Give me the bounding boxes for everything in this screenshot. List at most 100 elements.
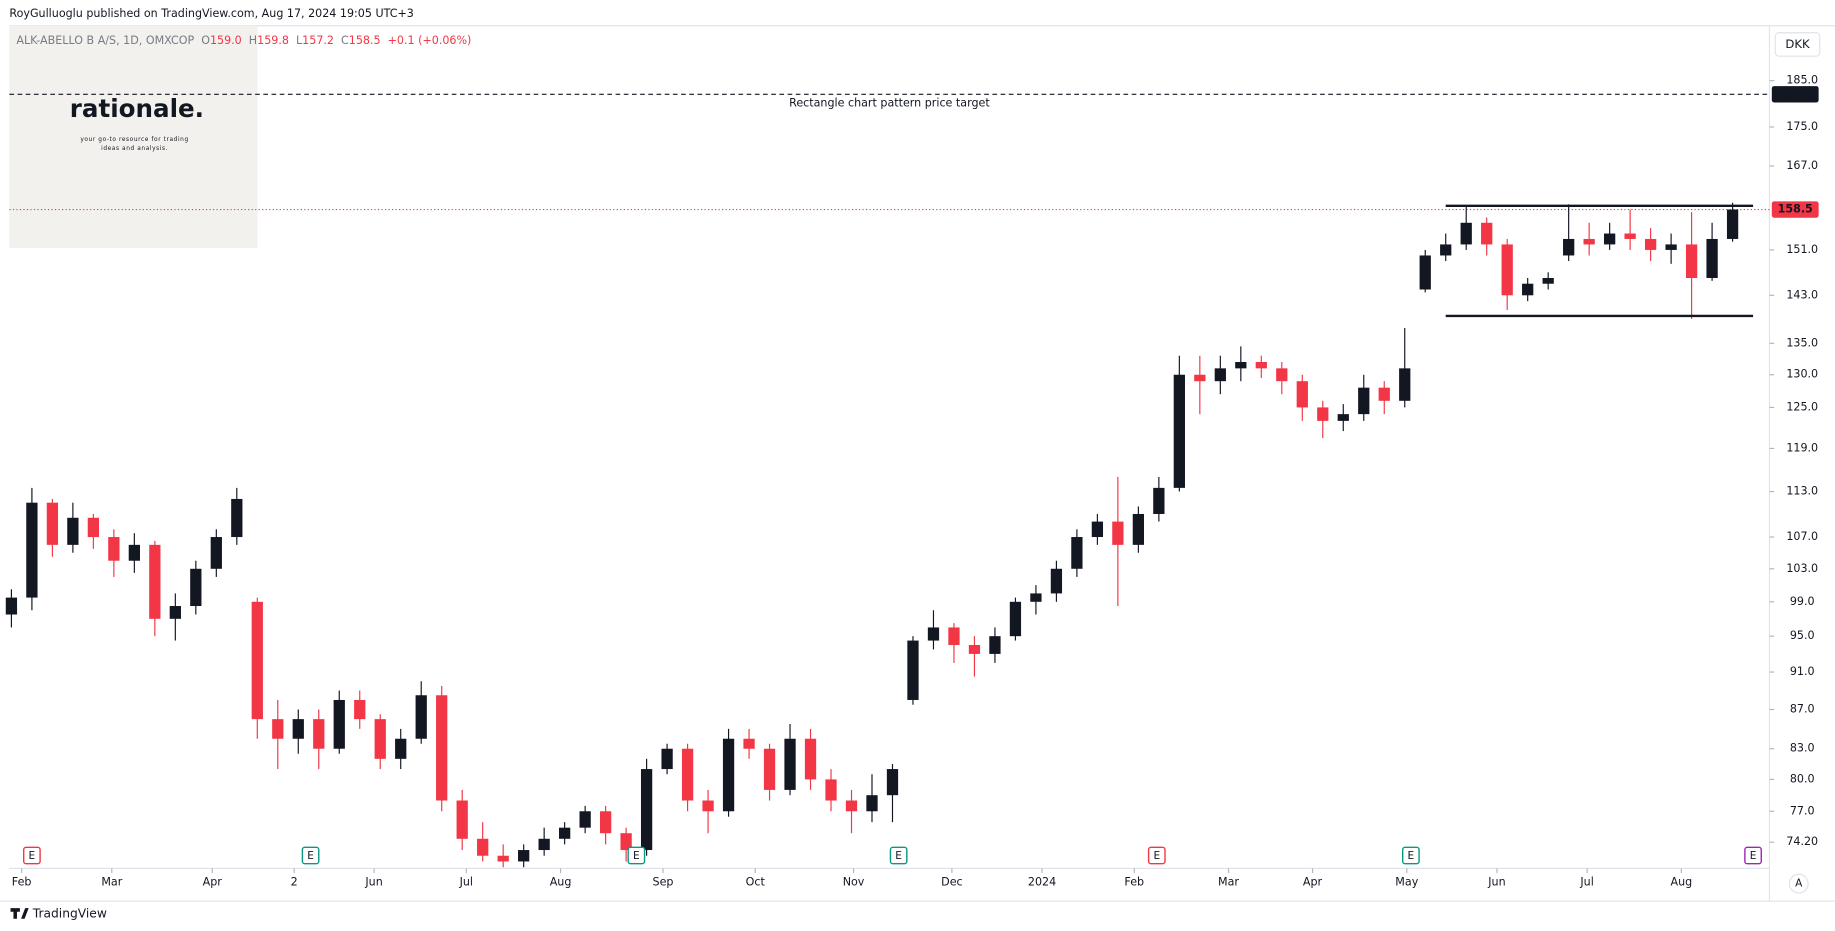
y-tick-label: 185.0 — [1786, 74, 1818, 87]
x-tick-label: Jun — [364, 875, 382, 888]
candle-body — [661, 748, 673, 770]
candle-body — [825, 779, 837, 801]
x-tick-label: Oct — [746, 875, 766, 888]
legend-value: 158.5 — [349, 34, 381, 47]
logo-tagline: ideas and analysis. — [101, 146, 168, 152]
candle-body — [1563, 238, 1575, 256]
last-price-label: 158.5 — [1778, 203, 1813, 216]
event-label: E — [307, 850, 314, 862]
candle-body — [1050, 568, 1063, 594]
x-tick-label: Apr — [203, 875, 223, 888]
candle-body — [1153, 487, 1165, 514]
footer-text: TradingView — [32, 907, 107, 921]
symbol: ALK-ABELLO B A/S, 1D, OMXCOP — [16, 34, 194, 47]
candle-body — [640, 769, 653, 851]
y-tick-label: 103.0 — [1786, 562, 1818, 575]
y-tick-label: 74.20 — [1786, 835, 1818, 848]
candle-body — [559, 827, 571, 839]
candle-body — [1132, 513, 1145, 545]
y-tick-label: 113.0 — [1786, 485, 1818, 498]
candle-body — [1542, 277, 1554, 284]
y-tick-label: 95.0 — [1790, 629, 1815, 642]
candle-body — [1091, 521, 1104, 538]
x-tick-label: 2 — [291, 875, 298, 888]
candle-body — [1112, 521, 1124, 545]
event-label: E — [633, 850, 640, 862]
event-label: E — [29, 850, 36, 862]
candle-body — [681, 748, 694, 801]
y-tick-label: 175.0 — [1786, 120, 1818, 133]
candle-body — [251, 601, 263, 720]
y-tick-label: 130.0 — [1786, 368, 1818, 381]
event-marker — [301, 846, 320, 865]
legend-key: O — [201, 34, 210, 47]
x-tick-label: Mar — [1218, 875, 1239, 888]
candle-body — [845, 800, 858, 812]
logo-title: rationale. — [70, 94, 204, 123]
candle-body — [784, 738, 796, 790]
legend-value: 159.8 — [257, 34, 289, 47]
event-label: E — [1408, 850, 1415, 862]
candle-body — [1358, 387, 1370, 415]
candle-body — [1214, 368, 1226, 382]
event-marker — [889, 846, 908, 865]
y-tick-label: 107.0 — [1786, 530, 1818, 543]
y-tick-label: 83.0 — [1790, 742, 1815, 755]
x-tick-label: Jun — [1487, 875, 1505, 888]
y-tick-label: 77.0 — [1790, 804, 1815, 817]
candle-body — [333, 699, 345, 749]
candle-body — [1399, 368, 1411, 401]
event-label: E — [895, 850, 902, 862]
logo-box — [9, 25, 258, 249]
candle-body — [927, 627, 940, 641]
candle-body — [1726, 209, 1739, 239]
auto-scale-button[interactable] — [1788, 873, 1809, 894]
target-tag — [1771, 86, 1819, 103]
candle-body — [1009, 601, 1022, 637]
candle-body — [354, 699, 366, 720]
header: RoyGulluoglu published on TradingView.co… — [9, 7, 413, 20]
candle-body — [313, 719, 325, 749]
candle-body — [292, 719, 304, 739]
candle-body — [1624, 233, 1636, 239]
candle-body — [989, 636, 1001, 654]
legend: ALK-ABELLO B A/S, 1D, OMXCOP O159.0 H159.8… — [16, 34, 471, 47]
last-price-tag — [1771, 201, 1819, 218]
candle-body — [1296, 381, 1308, 408]
candle-body — [1644, 238, 1657, 250]
x-tick-label: Dec — [941, 875, 962, 888]
currency[interactable]: DKK — [1785, 37, 1810, 51]
candle-body — [1665, 244, 1677, 250]
candle-body — [1501, 244, 1513, 296]
candle-body — [5, 597, 18, 615]
legend-change: +0.1 (+0.06%) — [388, 34, 472, 47]
candle-body — [1071, 537, 1083, 569]
footer-logo: TradingView — [10, 907, 107, 921]
candle-body — [456, 800, 468, 839]
candle-body — [415, 695, 427, 739]
event-marker — [1147, 846, 1166, 865]
x-tick-label: Feb — [1124, 875, 1144, 888]
y-tick-label: 143.0 — [1786, 288, 1818, 301]
candle-body — [1317, 407, 1329, 421]
x-tick-label: Jul — [459, 875, 473, 888]
candle-body — [210, 537, 222, 569]
y-tick-label: 151.0 — [1786, 243, 1818, 256]
candle-body — [1337, 414, 1349, 421]
currency-button[interactable] — [1774, 32, 1821, 57]
x-tick-label: Aug — [550, 875, 572, 888]
candle-body — [1583, 238, 1595, 245]
candle-body — [374, 719, 386, 759]
candle-body — [1030, 593, 1042, 602]
candle-body — [1440, 244, 1452, 256]
x-tick-label: Nov — [843, 875, 865, 888]
y-tick-label: 125.0 — [1786, 400, 1818, 413]
candle-body — [743, 738, 755, 749]
target-text: Rectangle chart pattern price target — [789, 97, 990, 110]
candle-body — [1604, 233, 1616, 245]
candle-body — [497, 855, 509, 862]
candle-body — [907, 640, 919, 700]
auto-scale-label[interactable]: A — [1795, 878, 1803, 890]
